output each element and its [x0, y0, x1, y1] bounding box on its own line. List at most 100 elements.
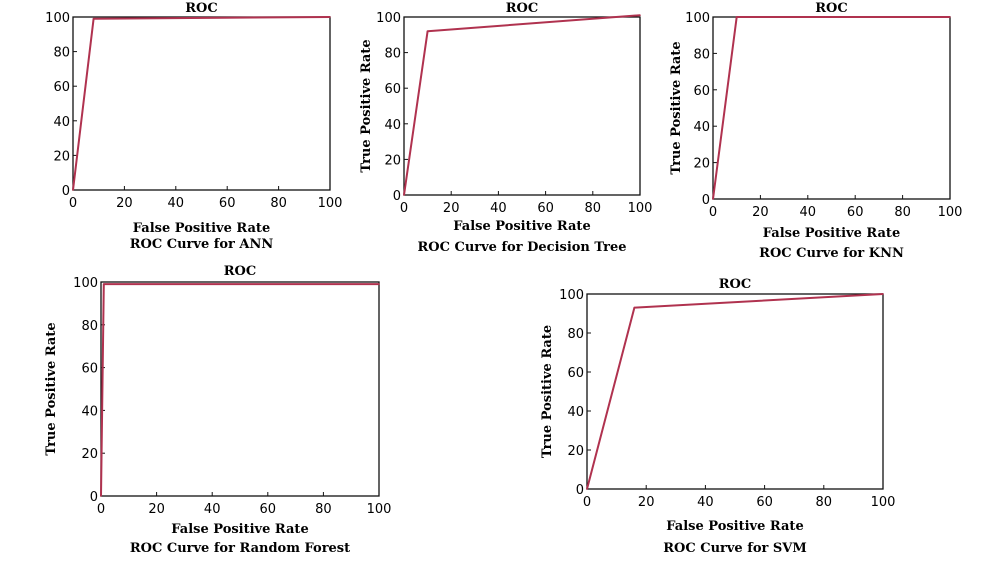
roc-curve-point — [378, 283, 380, 285]
y-tick-label: 40 — [53, 115, 70, 130]
chart-title: ROC — [719, 277, 751, 292]
y-tick-label: 80 — [567, 327, 584, 342]
roc-chart-5: 0 20 40 60 80 100 0 20 40 60 80 100 ROC False Positiv… — [540, 277, 895, 556]
y-tick-label: 60 — [693, 84, 710, 99]
plot-frame — [586, 293, 884, 490]
roc-curve-point — [633, 306, 636, 309]
x-tick-label: 20 — [116, 196, 133, 211]
y-tick-label: 60 — [384, 82, 401, 97]
roc-curve-line — [100, 283, 379, 497]
y-tick-label: 40 — [81, 404, 98, 419]
roc-curve-point — [712, 198, 714, 200]
x-tick-label: 0 — [400, 201, 408, 216]
roc-curve-line — [403, 14, 641, 196]
y-tick-label: 0 — [702, 193, 710, 208]
x-tick-label: 20 — [638, 495, 655, 510]
roc-curve-point — [100, 495, 102, 497]
y-tick-label: 80 — [81, 319, 98, 334]
x-tick-label: 80 — [270, 196, 287, 211]
y-tick-label: 20 — [384, 153, 401, 168]
chart-title: ROC — [815, 1, 847, 16]
x-tick-label: 100 — [871, 495, 896, 510]
x-tick-label: 0 — [69, 196, 77, 211]
x-tick-label: 80 — [585, 201, 602, 216]
roc-chart-1: 0 20 40 60 80 100 0 20 40 60 80 100 ROC False Positiv… — [45, 1, 342, 252]
x-axis-label: False Positive Rate — [133, 221, 270, 236]
y-tick-label: 80 — [384, 47, 401, 62]
x-axis-label: False Positive Rate — [666, 519, 803, 534]
chart-caption: ROC Curve for SVM — [663, 541, 807, 556]
roc-chart-2: 0 20 40 60 80 100 0 20 40 60 80 100 ROC False Positiv… — [359, 1, 652, 255]
roc-curve-point — [403, 194, 405, 196]
x-tick-label: 80 — [816, 495, 833, 510]
x-tick-label: 100 — [938, 205, 963, 220]
roc-chart-4: 0 20 40 60 80 100 0 20 40 60 80 100 ROC False Positiv… — [44, 264, 391, 556]
y-tick-label: 0 — [393, 189, 401, 204]
roc-curve-point — [92, 17, 95, 20]
x-tick-label: 40 — [800, 205, 817, 220]
x-tick-label: 60 — [847, 205, 864, 220]
chart-caption: ROC Curve for Random Forest — [130, 541, 350, 556]
roc-chart-3: 0 20 40 60 80 100 0 20 40 60 80 100 ROC False Positiv… — [669, 1, 962, 261]
plot-frame — [712, 16, 951, 200]
x-axis-label: False Positive Rate — [171, 522, 308, 537]
x-tick-label: 100 — [628, 201, 653, 216]
x-tick-label: 80 — [315, 502, 332, 517]
plot-frame — [403, 16, 641, 196]
y-tick-label: 40 — [693, 120, 710, 135]
y-tick-label: 20 — [53, 149, 70, 164]
y-tick-label: 0 — [576, 483, 584, 498]
chart-caption: ROC Curve for Decision Tree — [417, 240, 626, 255]
y-tick-label: 100 — [376, 11, 401, 26]
y-tick-label: 20 — [81, 447, 98, 462]
x-axis-label: False Positive Rate — [453, 219, 590, 234]
roc-curve-point — [882, 293, 884, 295]
chart-title: ROC — [506, 1, 538, 16]
x-tick-label: 60 — [219, 196, 236, 211]
x-tick-label: 100 — [367, 502, 392, 517]
roc-curve-line — [712, 16, 950, 200]
roc-curve-point — [735, 16, 738, 18]
y-tick-label: 80 — [53, 46, 70, 61]
y-axis-label: True Positive Rate — [44, 322, 59, 455]
x-tick-label: 20 — [148, 502, 165, 517]
x-tick-label: 60 — [537, 201, 554, 216]
x-tick-label: 60 — [756, 495, 773, 510]
roc-curve-point — [102, 283, 105, 285]
chart-title: ROC — [185, 1, 217, 16]
y-tick-label: 40 — [384, 118, 401, 133]
x-tick-label: 0 — [583, 495, 591, 510]
y-axis-label: True Positive Rate — [540, 325, 555, 458]
x-tick-label: 80 — [894, 205, 911, 220]
y-tick-label: 100 — [73, 276, 98, 291]
chart-title: ROC — [224, 264, 256, 279]
y-tick-label: 20 — [567, 444, 584, 459]
x-tick-label: 0 — [97, 502, 105, 517]
roc-curve-point — [72, 189, 74, 191]
y-tick-label: 0 — [62, 184, 70, 199]
chart-caption: ROC Curve for ANN — [130, 237, 274, 252]
plot-frame — [100, 281, 380, 497]
x-tick-label: 0 — [709, 205, 717, 220]
roc-curve-point — [586, 488, 588, 490]
y-axis-label: True Positive Rate — [359, 39, 374, 172]
y-tick-label: 60 — [81, 362, 98, 377]
y-tick-label: 40 — [567, 405, 584, 420]
y-axis-label: True Positive Rate — [669, 41, 684, 174]
x-tick-label: 40 — [697, 495, 714, 510]
roc-curve-point — [639, 14, 641, 17]
y-tick-label: 20 — [693, 157, 710, 172]
y-tick-label: 100 — [45, 11, 70, 26]
roc-curve-point — [426, 30, 429, 33]
chart-caption: ROC Curve for KNN — [759, 246, 904, 261]
x-tick-label: 60 — [260, 502, 277, 517]
x-tick-label: 20 — [752, 205, 769, 220]
roc-curve-point — [329, 16, 331, 18]
roc-curve-line — [586, 293, 884, 490]
plot-frame — [72, 16, 331, 191]
x-tick-label: 40 — [204, 502, 221, 517]
y-tick-label: 100 — [559, 288, 584, 303]
x-axis-label: False Positive Rate — [763, 226, 900, 241]
x-tick-label: 100 — [318, 196, 343, 211]
